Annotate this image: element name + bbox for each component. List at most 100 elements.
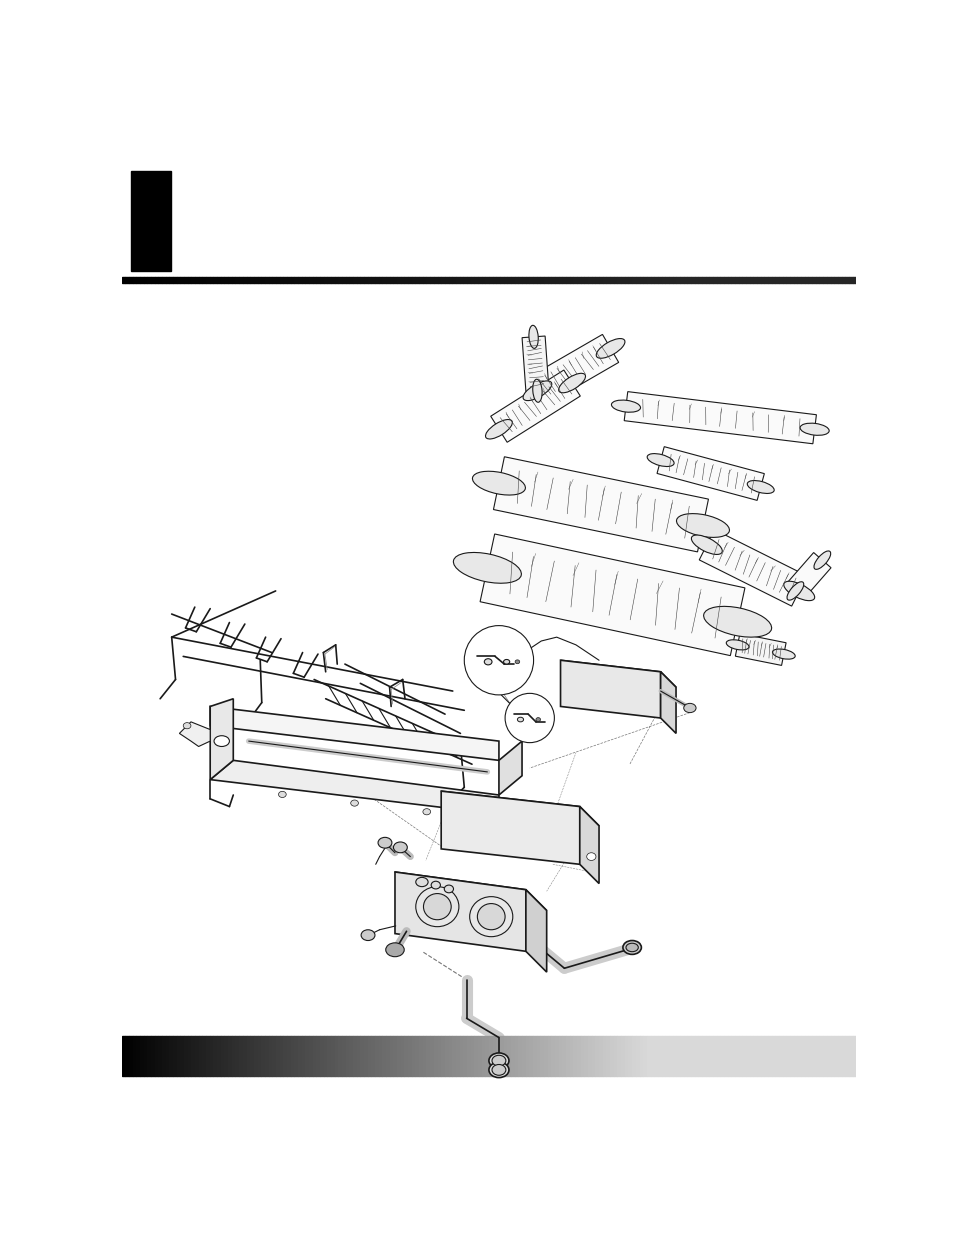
Bar	[830, 277, 833, 283]
Bar	[272, 1036, 275, 1076]
Bar	[228, 277, 232, 283]
Bar	[213, 1036, 217, 1076]
Bar	[547, 277, 551, 283]
Bar	[734, 277, 738, 283]
Ellipse shape	[431, 882, 440, 889]
Bar	[654, 277, 658, 283]
Bar	[587, 1036, 591, 1076]
Bar	[606, 1036, 610, 1076]
Bar	[789, 277, 793, 283]
Bar	[390, 277, 393, 283]
Bar	[154, 277, 158, 283]
Bar	[848, 1036, 852, 1076]
Polygon shape	[179, 721, 210, 746]
Bar	[642, 277, 646, 283]
Bar	[261, 277, 265, 283]
Bar	[261, 1036, 265, 1076]
Bar	[279, 1036, 283, 1076]
Bar	[250, 1036, 253, 1076]
Ellipse shape	[515, 659, 519, 663]
Bar	[210, 277, 213, 283]
Bar	[265, 277, 268, 283]
Bar	[371, 1036, 375, 1076]
Ellipse shape	[472, 472, 525, 495]
Bar	[679, 1036, 683, 1076]
Bar	[785, 277, 789, 283]
Bar	[749, 277, 753, 283]
Polygon shape	[440, 792, 598, 826]
Bar	[440, 277, 444, 283]
Ellipse shape	[703, 606, 771, 637]
Bar	[852, 1036, 856, 1076]
Bar	[422, 1036, 426, 1076]
Bar	[301, 1036, 305, 1076]
Ellipse shape	[646, 453, 674, 467]
Bar	[426, 1036, 430, 1076]
Polygon shape	[440, 792, 579, 864]
Bar	[202, 277, 206, 283]
Ellipse shape	[528, 325, 537, 348]
Bar	[555, 277, 558, 283]
Bar	[239, 277, 243, 283]
Bar	[676, 277, 679, 283]
Ellipse shape	[423, 894, 451, 920]
Ellipse shape	[746, 480, 774, 494]
Bar	[456, 1036, 459, 1076]
Bar	[826, 1036, 830, 1076]
Bar	[192, 1036, 194, 1076]
Bar	[782, 1036, 785, 1076]
Bar	[198, 277, 202, 283]
Bar	[694, 277, 698, 283]
Bar	[525, 1036, 529, 1076]
Bar	[701, 277, 705, 283]
Bar	[698, 277, 701, 283]
Bar	[573, 1036, 577, 1076]
Ellipse shape	[813, 551, 830, 569]
Bar	[356, 1036, 360, 1076]
Bar	[543, 277, 547, 283]
Bar	[416, 1036, 418, 1076]
Bar	[291, 277, 294, 283]
Polygon shape	[623, 391, 816, 443]
Bar	[577, 1036, 580, 1076]
Bar	[499, 1036, 503, 1076]
Bar	[121, 1036, 125, 1076]
Ellipse shape	[361, 930, 375, 941]
Bar	[613, 1036, 617, 1076]
Bar	[268, 277, 272, 283]
Bar	[213, 277, 217, 283]
Bar	[782, 277, 785, 283]
Bar	[305, 1036, 309, 1076]
Bar	[371, 277, 375, 283]
Bar	[779, 277, 782, 283]
Bar	[474, 1036, 477, 1076]
Bar	[745, 277, 749, 283]
Bar	[444, 1036, 448, 1076]
Bar	[529, 1036, 533, 1076]
Bar	[801, 1036, 804, 1076]
Ellipse shape	[469, 897, 513, 936]
Bar	[650, 1036, 654, 1076]
Bar	[517, 1036, 521, 1076]
Bar	[610, 277, 613, 283]
Bar	[602, 277, 606, 283]
Bar	[418, 277, 422, 283]
Bar	[485, 1036, 488, 1076]
Ellipse shape	[377, 837, 392, 848]
Bar	[488, 1036, 492, 1076]
Bar	[753, 277, 757, 283]
Polygon shape	[525, 889, 546, 972]
Bar	[418, 1036, 422, 1076]
Bar	[683, 277, 686, 283]
Bar	[194, 1036, 198, 1076]
Bar	[184, 1036, 188, 1076]
Bar	[807, 277, 811, 283]
Bar	[547, 1036, 551, 1076]
Bar	[561, 1036, 565, 1076]
Bar	[819, 1036, 822, 1076]
Ellipse shape	[725, 640, 748, 650]
Ellipse shape	[517, 718, 523, 721]
Bar	[793, 277, 797, 283]
Bar	[170, 1036, 172, 1076]
Bar	[749, 1036, 753, 1076]
